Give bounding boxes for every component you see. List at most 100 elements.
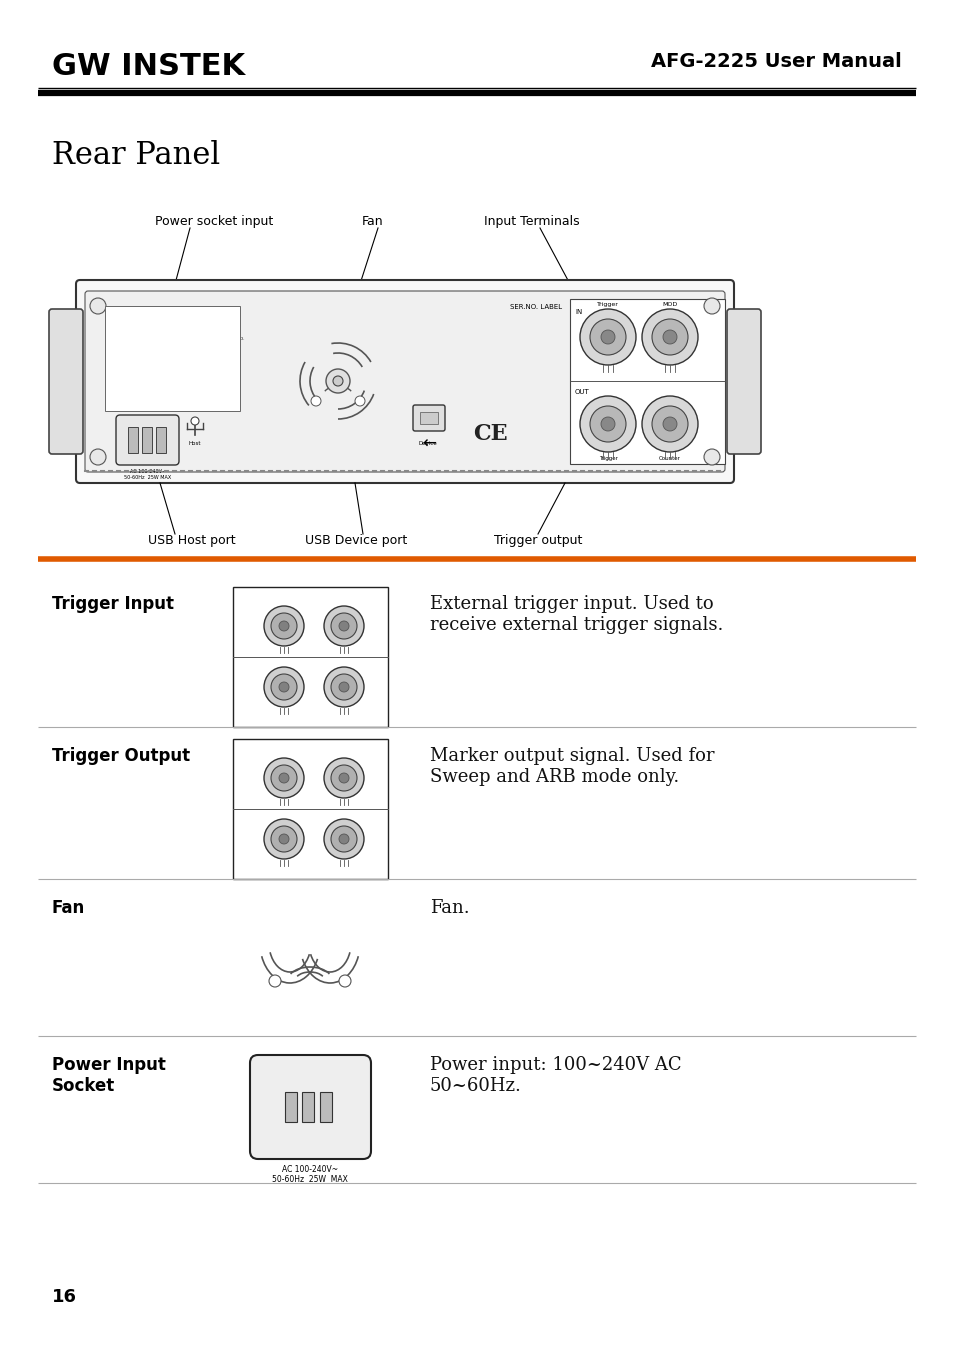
Text: Host: Host <box>189 441 201 446</box>
Circle shape <box>264 757 304 798</box>
Circle shape <box>331 826 356 852</box>
Circle shape <box>579 309 636 365</box>
Circle shape <box>589 319 625 355</box>
Circle shape <box>662 417 677 431</box>
Circle shape <box>651 406 687 441</box>
Text: Trigger: Trigger <box>597 302 618 306</box>
Circle shape <box>271 826 296 852</box>
Circle shape <box>278 774 289 783</box>
Circle shape <box>355 396 365 406</box>
Text: 16: 16 <box>52 1288 77 1305</box>
Text: Fan.: Fan. <box>430 899 469 917</box>
Text: OUT: OUT <box>575 389 589 396</box>
Circle shape <box>90 298 106 315</box>
Circle shape <box>278 834 289 844</box>
Circle shape <box>338 682 349 693</box>
FancyBboxPatch shape <box>49 309 83 454</box>
Bar <box>285 1092 296 1122</box>
Text: Power socket input: Power socket input <box>154 215 273 228</box>
Circle shape <box>331 765 356 791</box>
Bar <box>569 298 724 464</box>
Text: OUT: OUT <box>239 683 256 691</box>
Bar <box>233 587 388 728</box>
Circle shape <box>703 450 720 464</box>
Circle shape <box>269 975 281 987</box>
Text: Trigger output: Trigger output <box>494 535 581 547</box>
Text: Power Input
Socket: Power Input Socket <box>52 1056 166 1095</box>
Text: NO OPERATOR-SERVICEABLE COMPONENTS INSIDE.: NO OPERATOR-SERVICEABLE COMPONENTS INSID… <box>109 350 220 354</box>
Circle shape <box>326 369 350 393</box>
Bar <box>128 427 138 454</box>
Text: Trigger: Trigger <box>273 872 294 878</box>
Text: AC 100-240V~
50-60Hz  25W  MAX: AC 100-240V~ 50-60Hz 25W MAX <box>272 1165 348 1184</box>
Text: OUT: OUT <box>239 834 256 844</box>
FancyBboxPatch shape <box>250 1054 371 1160</box>
Bar <box>302 1092 314 1122</box>
Text: Rear Panel: Rear Panel <box>52 140 220 171</box>
Text: DO NOT REPAIR. CONTACT QUALIFIED SERVICE PERSONNEL.: DO NOT REPAIR. CONTACT QUALIFIED SERVICE… <box>109 363 238 367</box>
Circle shape <box>311 396 320 406</box>
Text: ←: ← <box>421 435 436 454</box>
Text: Fan: Fan <box>52 899 85 917</box>
Bar <box>233 738 388 879</box>
Text: Marker output signal. Used for
Sweep and ARB mode only.: Marker output signal. Used for Sweep and… <box>430 747 714 786</box>
Circle shape <box>641 396 698 452</box>
Text: Counter: Counter <box>331 872 356 878</box>
Circle shape <box>324 757 364 798</box>
Text: MOD: MOD <box>661 302 677 306</box>
FancyBboxPatch shape <box>726 309 760 454</box>
Text: IN: IN <box>239 774 248 783</box>
Text: Trigger: Trigger <box>598 456 617 460</box>
Text: IN: IN <box>239 621 248 630</box>
Circle shape <box>278 682 289 693</box>
Circle shape <box>651 319 687 355</box>
Circle shape <box>600 329 615 344</box>
Text: Trigger Input: Trigger Input <box>52 595 173 613</box>
Text: Trigger: Trigger <box>272 743 295 748</box>
Bar <box>319 1092 332 1122</box>
Circle shape <box>600 417 615 431</box>
Bar <box>419 412 437 424</box>
Text: WARNING: WARNING <box>153 310 192 317</box>
Text: External trigger input. Used to
receive external trigger signals.: External trigger input. Used to receive … <box>430 595 722 633</box>
Text: MOD: MOD <box>335 590 352 595</box>
Circle shape <box>264 667 304 707</box>
Text: Fan: Fan <box>361 215 383 228</box>
Circle shape <box>271 674 296 701</box>
Circle shape <box>324 667 364 707</box>
Circle shape <box>278 621 289 630</box>
Text: TO AVOID ELECTRIC SHOCK, THE POWER CORD PROTECTIVE: TO AVOID ELECTRIC SHOCK, THE POWER CORD … <box>109 324 239 328</box>
FancyBboxPatch shape <box>85 292 724 472</box>
Circle shape <box>264 606 304 647</box>
Text: MOD: MOD <box>335 743 352 748</box>
Bar <box>105 306 240 410</box>
Circle shape <box>333 377 343 386</box>
Text: GROUNDING CONDUCTOR MUST BE CONNECTED TO GROUND.: GROUNDING CONDUCTOR MUST BE CONNECTED TO… <box>109 338 244 342</box>
Text: SER.NO. LABEL: SER.NO. LABEL <box>510 304 561 310</box>
Circle shape <box>338 621 349 630</box>
Text: Device: Device <box>418 441 436 446</box>
Text: GW INSTEK: GW INSTEK <box>52 53 245 81</box>
Text: CE: CE <box>472 423 507 446</box>
Circle shape <box>271 765 296 791</box>
Circle shape <box>90 450 106 464</box>
Circle shape <box>338 834 349 844</box>
Circle shape <box>589 406 625 441</box>
Text: IN: IN <box>575 309 581 315</box>
Circle shape <box>338 774 349 783</box>
Text: Trigger: Trigger <box>272 590 295 595</box>
Text: Trigger Output: Trigger Output <box>52 747 190 765</box>
FancyBboxPatch shape <box>116 414 179 464</box>
Circle shape <box>264 819 304 859</box>
Text: Power input: 100~240V AC
50~60Hz.: Power input: 100~240V AC 50~60Hz. <box>430 1056 680 1095</box>
Circle shape <box>331 674 356 701</box>
Circle shape <box>641 309 698 365</box>
Circle shape <box>331 613 356 639</box>
Bar <box>156 427 166 454</box>
Circle shape <box>324 819 364 859</box>
Text: AC 100-240V~
50-60Hz  25W MAX: AC 100-240V~ 50-60Hz 25W MAX <box>124 468 172 479</box>
FancyBboxPatch shape <box>76 279 733 483</box>
Text: Counter: Counter <box>331 720 356 725</box>
Circle shape <box>579 396 636 452</box>
Circle shape <box>338 975 351 987</box>
